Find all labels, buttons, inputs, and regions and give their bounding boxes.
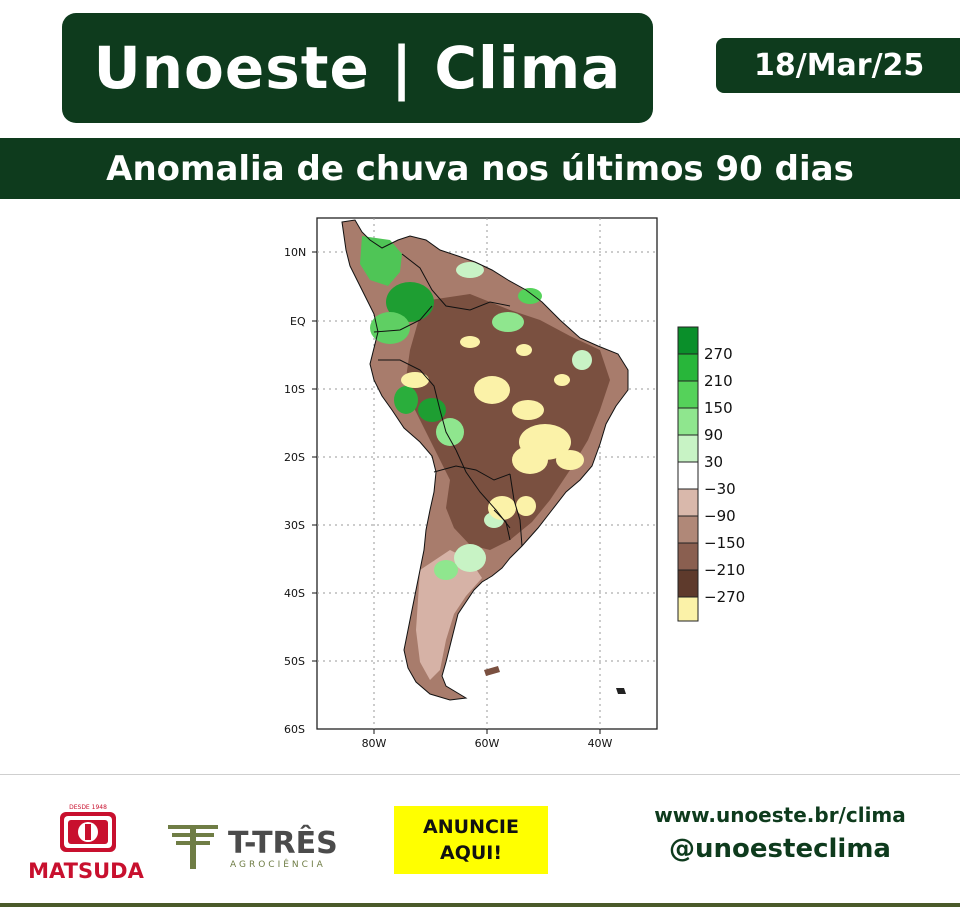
subtitle-text: Anomalia de chuva nos últimos 90 dias	[106, 148, 854, 189]
legend-swatch	[677, 326, 699, 355]
legend-swatch	[677, 407, 699, 436]
legend-label: 30	[704, 453, 723, 471]
lat-label: 50S	[284, 655, 305, 668]
lat-label: 40S	[284, 587, 305, 600]
ttres-sub: AGROCIÊNCIA	[230, 858, 326, 870]
legend-label: 210	[704, 372, 733, 390]
advertise-button[interactable]: ANUNCIE AQUI!	[394, 806, 548, 874]
ttres-logo-graphic: T-TRÊS AGROCIÊNCIA	[168, 825, 338, 870]
rainfall-anomaly-map: 10N EQ 10S 20S 30S 40S 50S 60S 80W 60W 4…	[270, 210, 770, 755]
ttres-name: T-TRÊS	[228, 825, 338, 861]
legend-labels: 270 210 150 90 30 −30 −90 −150 −210 −270	[704, 345, 745, 606]
longitude-labels: 80W 60W 40W	[362, 737, 613, 750]
falkland-islands	[484, 666, 500, 676]
ttres-mark-icon	[168, 825, 218, 869]
legend-label: −150	[704, 534, 745, 552]
matsuda-logo[interactable]: DESDE 1948 MATSUDA	[20, 800, 155, 883]
lon-label: 60W	[475, 737, 500, 750]
website-link[interactable]: www.unoeste.br/clima	[654, 803, 906, 827]
matsuda-name: MATSUDA	[28, 859, 144, 882]
map-svg: 10N EQ 10S 20S 30S 40S 50S 60S 80W 60W 4…	[284, 217, 745, 750]
lat-ticks	[312, 251, 601, 734]
footer-divider	[0, 774, 960, 775]
legend-swatch	[677, 569, 699, 598]
legend-label: −270	[704, 588, 745, 606]
legend-label: 150	[704, 399, 733, 417]
lat-label: 10S	[284, 383, 305, 396]
legend-label: 90	[704, 426, 723, 444]
lon-label: 80W	[362, 737, 387, 750]
legend-swatch	[677, 380, 699, 409]
ttres-logo[interactable]: T-TRÊS AGROCIÊNCIA	[168, 815, 353, 875]
lat-label: 60S	[284, 723, 305, 736]
social-handle[interactable]: @unoesteclima	[669, 834, 891, 864]
date-text: 18/Mar/25	[754, 48, 925, 83]
legend-label: −210	[704, 561, 745, 579]
country-borders	[341, 219, 629, 701]
matsuda-logo-graphic: DESDE 1948 MATSUDA	[28, 804, 144, 883]
subtitle-bar: Anomalia de chuva nos últimos 90 dias	[0, 138, 960, 199]
lon-label: 40W	[588, 737, 613, 750]
advertise-line2: AQUI!	[439, 842, 503, 864]
lat-label: 10N	[284, 246, 306, 259]
lat-label: 30S	[284, 519, 305, 532]
anomaly-region-dark	[406, 294, 610, 550]
title-banner: Unoeste | Clima	[62, 13, 653, 123]
lat-label: 20S	[284, 451, 305, 464]
legend-label: 270	[704, 345, 733, 363]
lat-label: EQ	[290, 315, 306, 328]
anomaly-extreme-negative-areas	[401, 336, 584, 520]
legend-label: −90	[704, 507, 736, 525]
matsuda-since-text: DESDE 1948	[69, 804, 107, 811]
bottom-border	[0, 903, 960, 907]
date-badge: 18/Mar/25	[716, 38, 960, 93]
legend-label: −30	[704, 480, 736, 498]
latitude-labels: 10N EQ 10S 20S 30S 40S 50S 60S	[284, 246, 306, 736]
anomaly-region-light	[416, 550, 482, 680]
legend-swatch	[677, 353, 699, 382]
page-title: Unoeste | Clima	[93, 34, 622, 102]
legend-swatch	[677, 461, 699, 490]
anomaly-positive-areas	[360, 236, 592, 580]
south-georgia	[616, 688, 626, 694]
advertise-line1: ANUNCIE	[423, 816, 519, 838]
legend-swatch	[677, 596, 699, 622]
legend-swatch	[677, 542, 699, 571]
legend-swatch	[677, 434, 699, 463]
legend-swatch	[677, 515, 699, 544]
legend-swatch	[677, 488, 699, 517]
legend-colorbar	[677, 326, 699, 622]
